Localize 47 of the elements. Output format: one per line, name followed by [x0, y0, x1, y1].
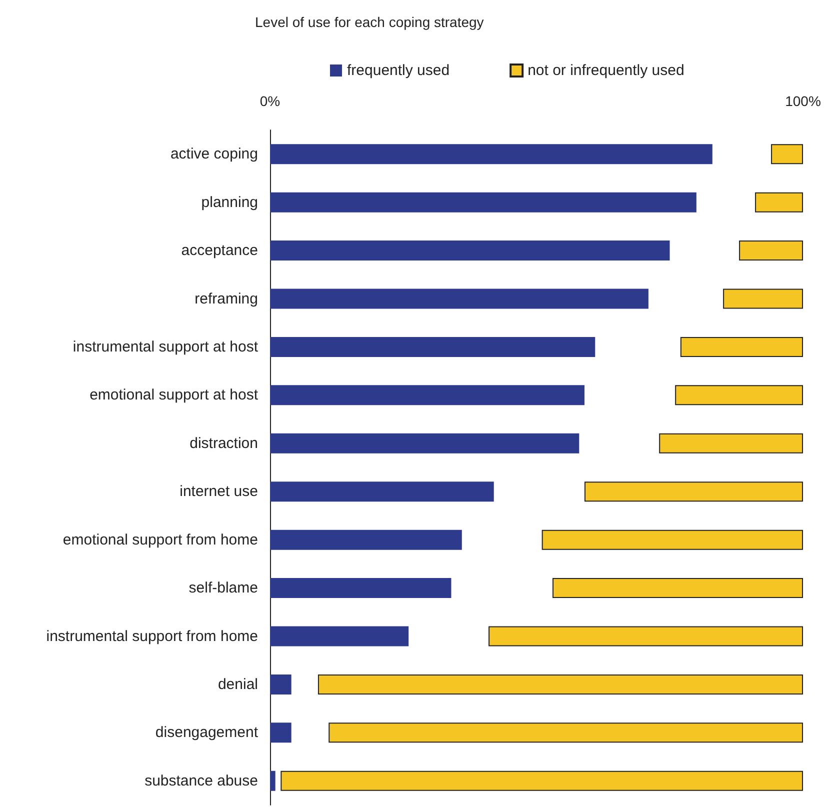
bar	[270, 144, 712, 164]
y-tick-label: disengagement	[155, 724, 259, 742]
bar	[270, 674, 292, 694]
y-tick-label: active coping	[170, 146, 258, 163]
bar	[270, 336, 596, 357]
bar	[270, 482, 494, 502]
legend-label: frequently used	[347, 62, 450, 79]
y-tick-label: instrumental support at host	[72, 338, 259, 356]
bar	[270, 385, 584, 406]
bar	[542, 530, 803, 550]
bar	[270, 530, 462, 550]
chart-title: Level of use for each coping strategy	[255, 14, 484, 30]
legend-label: not or infrequently used	[528, 62, 684, 79]
bar	[318, 674, 803, 694]
bar	[552, 578, 803, 598]
bar	[270, 770, 276, 791]
bar	[680, 336, 803, 357]
bar	[755, 192, 803, 212]
bar	[270, 240, 670, 261]
bar	[739, 240, 803, 261]
bar	[675, 385, 803, 406]
y-tick-label: acceptance	[181, 242, 258, 260]
bar	[270, 578, 452, 598]
bar	[270, 722, 292, 743]
bar	[270, 288, 648, 309]
y-tick-label: denial	[218, 676, 258, 693]
bar	[659, 433, 803, 454]
bar	[771, 144, 803, 164]
x-tick-label: 100%	[785, 93, 821, 109]
bar	[328, 722, 803, 743]
bar	[723, 288, 803, 309]
y-tick-label: reframing	[194, 290, 258, 308]
y-tick-label: internet use	[180, 483, 258, 500]
bar	[270, 626, 409, 646]
bar	[584, 482, 803, 502]
y-tick-label: instrumental support from home	[46, 628, 258, 645]
bar	[280, 770, 803, 791]
y-tick-label: distraction	[190, 434, 258, 452]
y-tick-label: emotional support from home	[62, 531, 258, 548]
bar	[270, 433, 580, 454]
bar	[270, 192, 696, 212]
bar	[488, 626, 803, 646]
y-tick-label: planning	[201, 194, 258, 211]
y-tick-label: substance abuse	[144, 772, 258, 790]
y-tick-label: self-blame	[188, 580, 258, 597]
y-tick-label: emotional support at host	[90, 386, 259, 404]
x-tick-label: 0%	[260, 93, 280, 109]
